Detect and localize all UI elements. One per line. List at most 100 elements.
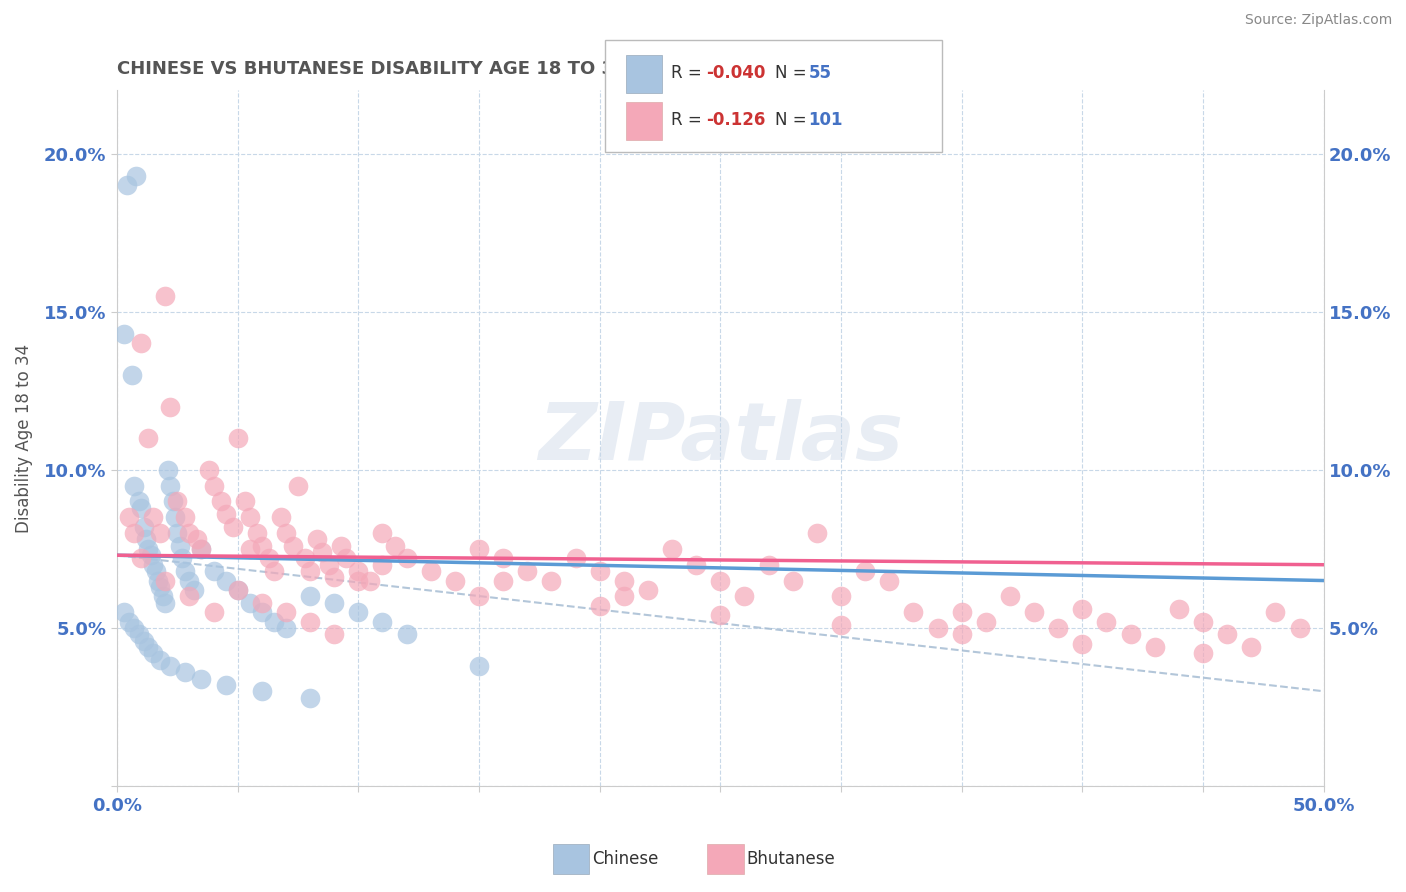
- Point: [1240, 640, 1263, 654]
- Point: [661, 541, 683, 556]
- Point: [246, 526, 269, 541]
- Point: [1071, 637, 1094, 651]
- Point: [444, 574, 467, 588]
- Point: [299, 564, 322, 578]
- Point: [239, 596, 262, 610]
- Point: [250, 684, 273, 698]
- Point: [142, 558, 165, 572]
- Point: [709, 608, 731, 623]
- Point: [903, 605, 925, 619]
- Point: [263, 615, 285, 629]
- Point: [274, 526, 297, 541]
- Point: [307, 533, 329, 547]
- Point: [347, 564, 370, 578]
- Point: [146, 574, 169, 588]
- Point: [156, 463, 179, 477]
- Point: [142, 510, 165, 524]
- Point: [830, 590, 852, 604]
- Point: [129, 500, 152, 515]
- Point: [950, 605, 973, 619]
- Point: [998, 590, 1021, 604]
- Text: Bhutanese: Bhutanese: [747, 850, 835, 868]
- Point: [589, 599, 612, 613]
- Point: [129, 336, 152, 351]
- Point: [299, 590, 322, 604]
- Point: [1264, 605, 1286, 619]
- Point: [173, 665, 195, 680]
- Point: [347, 574, 370, 588]
- Point: [492, 551, 515, 566]
- Point: [250, 596, 273, 610]
- Point: [125, 169, 148, 183]
- Point: [166, 494, 188, 508]
- Point: [250, 605, 273, 619]
- Point: [128, 627, 150, 641]
- Point: [159, 659, 181, 673]
- Text: CHINESE VS BHUTANESE DISABILITY AGE 18 TO 34 CORRELATION CHART: CHINESE VS BHUTANESE DISABILITY AGE 18 T…: [117, 60, 848, 78]
- Point: [283, 539, 305, 553]
- Point: [173, 564, 195, 578]
- Point: [159, 400, 181, 414]
- Point: [250, 539, 273, 553]
- Text: 101: 101: [808, 112, 844, 129]
- Point: [172, 551, 194, 566]
- Point: [197, 463, 219, 477]
- Point: [492, 574, 515, 588]
- Point: [613, 574, 636, 588]
- Point: [226, 582, 249, 597]
- Point: [685, 558, 707, 572]
- Point: [311, 545, 333, 559]
- Point: [468, 590, 491, 604]
- Point: [323, 596, 346, 610]
- Point: [853, 564, 876, 578]
- Point: [330, 539, 353, 553]
- Point: [162, 494, 184, 508]
- Point: [974, 615, 997, 629]
- Point: [384, 539, 406, 553]
- Point: [142, 646, 165, 660]
- Point: [613, 590, 636, 604]
- Text: Chinese: Chinese: [592, 850, 658, 868]
- Point: [214, 574, 236, 588]
- Point: [637, 582, 659, 597]
- Point: [190, 672, 212, 686]
- Point: [758, 558, 780, 572]
- Point: [226, 582, 249, 597]
- Point: [190, 541, 212, 556]
- Text: R =: R =: [671, 64, 707, 82]
- Point: [202, 605, 225, 619]
- Point: [118, 615, 141, 629]
- Point: [233, 494, 256, 508]
- Point: [564, 551, 586, 566]
- Point: [179, 526, 201, 541]
- Point: [371, 526, 394, 541]
- Point: [877, 574, 900, 588]
- Point: [112, 605, 135, 619]
- Point: [950, 627, 973, 641]
- Point: [1022, 605, 1045, 619]
- Text: R =: R =: [671, 112, 707, 129]
- Point: [371, 558, 394, 572]
- Point: [183, 582, 205, 597]
- Point: [179, 590, 201, 604]
- Point: [468, 541, 491, 556]
- Point: [132, 633, 155, 648]
- Point: [1167, 602, 1189, 616]
- Point: [516, 564, 538, 578]
- Point: [1095, 615, 1118, 629]
- Point: [239, 510, 262, 524]
- Point: [169, 539, 191, 553]
- Text: N =: N =: [775, 64, 811, 82]
- Point: [209, 494, 232, 508]
- Point: [263, 564, 285, 578]
- Y-axis label: Disability Age 18 to 34: Disability Age 18 to 34: [15, 343, 32, 533]
- Point: [129, 551, 152, 566]
- Point: [173, 510, 195, 524]
- Point: [202, 478, 225, 492]
- Point: [287, 478, 309, 492]
- Text: ZIPatlas: ZIPatlas: [538, 400, 903, 477]
- Text: 55: 55: [808, 64, 831, 82]
- Point: [371, 615, 394, 629]
- Point: [335, 551, 357, 566]
- Point: [112, 326, 135, 341]
